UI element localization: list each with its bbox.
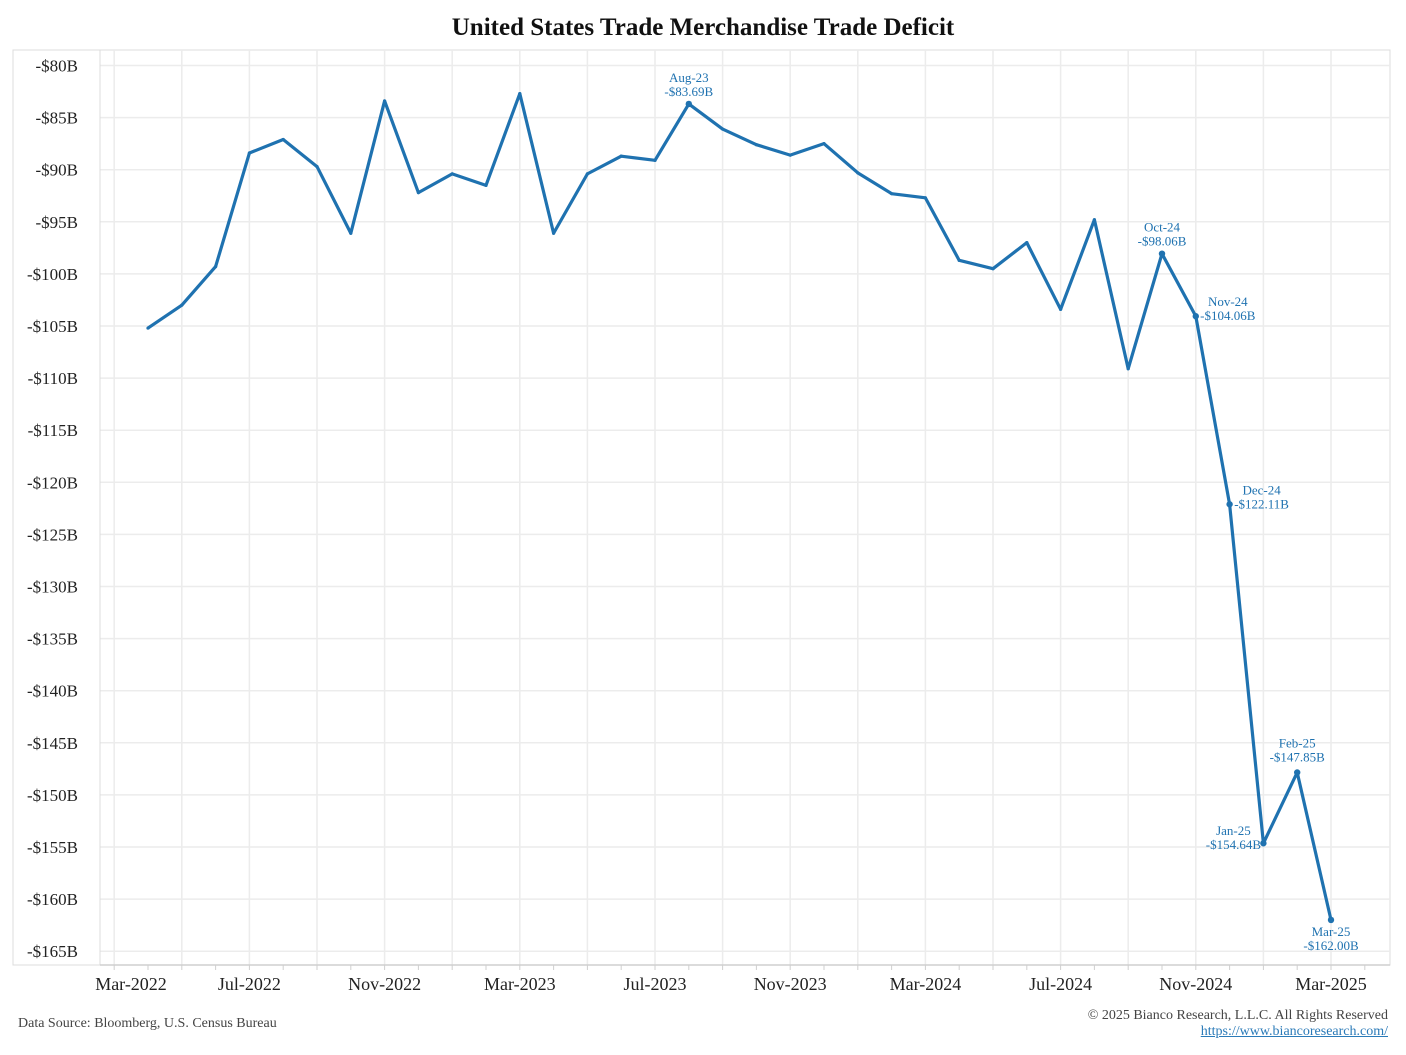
data-point — [315, 164, 319, 169]
x-tick-label: Mar-2025 — [1295, 974, 1367, 994]
annotated-point — [1226, 501, 1233, 508]
y-tick-label: -$130B — [27, 578, 78, 597]
plot-frame — [12, 49, 1391, 966]
x-tick-label: Nov-2023 — [754, 974, 827, 994]
x-tick-label: Nov-2024 — [1159, 974, 1232, 994]
annotation-date: Feb-25 — [1279, 735, 1316, 750]
data-point — [788, 153, 792, 157]
data-point — [1025, 241, 1029, 245]
data-point — [1059, 307, 1063, 311]
y-tick-label: -$95B — [36, 213, 79, 232]
y-tick-label: -$150B — [27, 786, 78, 805]
x-tick-label: Mar-2023 — [484, 974, 556, 994]
data-point — [619, 154, 623, 158]
data-point — [890, 192, 894, 196]
y-tick-label: -$120B — [27, 473, 78, 492]
copyright: © 2025 Bianco Research, L.L.C. All Right… — [1087, 1008, 1388, 1023]
data-point — [991, 267, 995, 271]
y-tick-label: -$80B — [36, 57, 79, 76]
annotation-value: -$98.06B — [1138, 234, 1187, 249]
y-tick-label: -$145B — [27, 734, 78, 753]
annotation-date: Nov-24 — [1208, 294, 1248, 309]
x-tick-label: Mar-2022 — [95, 974, 167, 994]
data-point — [214, 265, 218, 269]
annotated-point — [1192, 313, 1200, 320]
data-point — [957, 258, 961, 262]
y-tick-label: -$100B — [27, 265, 78, 284]
annotated-point — [1327, 916, 1335, 924]
data-point — [1092, 218, 1096, 222]
y-tick-label: -$135B — [27, 630, 78, 649]
data-point — [416, 191, 420, 195]
data-point — [653, 158, 657, 162]
x-tick-label: Jul-2024 — [1029, 974, 1092, 994]
series-line — [147, 92, 1333, 921]
website-link[interactable]: https://www.biancoresearch.com/ — [1200, 1024, 1388, 1039]
annotation-date: Aug-23 — [669, 70, 709, 85]
annotated-point — [1294, 769, 1301, 776]
y-tick-label: -$110B — [28, 369, 78, 388]
data-point — [856, 171, 860, 175]
data-point — [484, 183, 488, 187]
annotated-point — [1158, 250, 1166, 257]
x-tick-label: Mar-2024 — [890, 974, 962, 994]
data-point — [349, 231, 353, 235]
y-tick-label: -$90B — [36, 161, 79, 180]
data-point — [281, 137, 285, 142]
data-point — [518, 92, 522, 96]
data-point — [552, 231, 556, 235]
line-chart: -$80B -$85B -$90B -$95B -$100B -$105B -$110B -$… — [12, 49, 1391, 994]
annotation-value: -$147.85B — [1270, 749, 1326, 764]
data-point — [754, 143, 759, 147]
chart-title: United States Trade Merchandise Trade De… — [451, 14, 955, 41]
annotation-value: -$104.06B — [1200, 308, 1256, 323]
x-tick-label: Jul-2023 — [624, 974, 687, 994]
annotation-value: -$122.11B — [1234, 496, 1289, 511]
data-point — [1126, 367, 1130, 371]
y-tick-label: -$165B — [27, 942, 78, 961]
annotation-date: Jan-25 — [1216, 823, 1251, 838]
copyright-block: © 2025 Bianco Research, L.L.C. All Right… — [1088, 1008, 1388, 1040]
y-tick-label: -$160B — [27, 890, 78, 909]
data-point — [247, 151, 251, 155]
data-point — [146, 326, 150, 330]
y-tick-label: -$115B — [28, 421, 78, 440]
y-tick-label: -$125B — [27, 525, 78, 544]
data-source: Data Source: Bloomberg, U.S. Census Bure… — [18, 1016, 277, 1031]
data-point — [383, 99, 387, 103]
y-tick-label: -$105B — [27, 317, 78, 336]
data-point — [585, 172, 590, 176]
annotation-value: -$154.64B — [1206, 837, 1262, 852]
annotation-date: Mar-25 — [1312, 924, 1351, 939]
data-point — [923, 196, 928, 200]
y-tick-label: -$85B — [36, 109, 79, 128]
annotation-date: Dec-24 — [1242, 482, 1281, 497]
x-tick-label: Jul-2022 — [218, 974, 281, 994]
annotated-point — [685, 100, 692, 108]
annotation-date: Oct-24 — [1144, 220, 1181, 235]
data-point — [822, 142, 826, 146]
annotation-value: -$83.69B — [664, 84, 713, 99]
annotated-point — [1260, 840, 1267, 847]
data-point — [721, 127, 725, 131]
x-tick-label: Nov-2022 — [348, 974, 421, 994]
data-point — [450, 172, 454, 176]
y-tick-label: -$140B — [27, 682, 78, 701]
annotation-value: -$162.00B — [1303, 938, 1359, 953]
data-point — [180, 303, 184, 307]
y-tick-label: -$155B — [27, 838, 78, 857]
